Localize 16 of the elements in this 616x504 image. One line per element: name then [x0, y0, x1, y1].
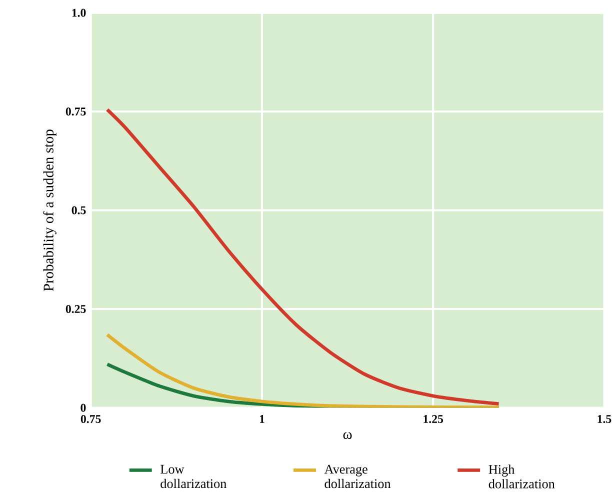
x-tick-label: 1 — [260, 415, 264, 424]
legend-label: Low dollarization — [160, 465, 226, 488]
x-tick-label: 0.75 — [80, 415, 101, 424]
y-tick-label: 0 — [80, 404, 86, 412]
y-axis-title: Probability of a sudden stop — [43, 130, 56, 292]
line-series — [106, 108, 501, 406]
y-tick-label: 0.75 — [66, 108, 86, 116]
y-tick-label: 0.5 — [72, 206, 86, 215]
x-tick-label: 1.5 — [598, 415, 612, 424]
legend-label: High dollarization — [488, 464, 555, 489]
line-series — [106, 333, 501, 408]
y-tick-label: 1.0 — [72, 9, 86, 18]
x-tick-label: 1.25 — [424, 415, 444, 424]
legend-label: Average dollarization — [324, 465, 391, 488]
x-axis-title: ω — [343, 432, 352, 440]
y-tick-label: 0.25 — [66, 305, 86, 314]
